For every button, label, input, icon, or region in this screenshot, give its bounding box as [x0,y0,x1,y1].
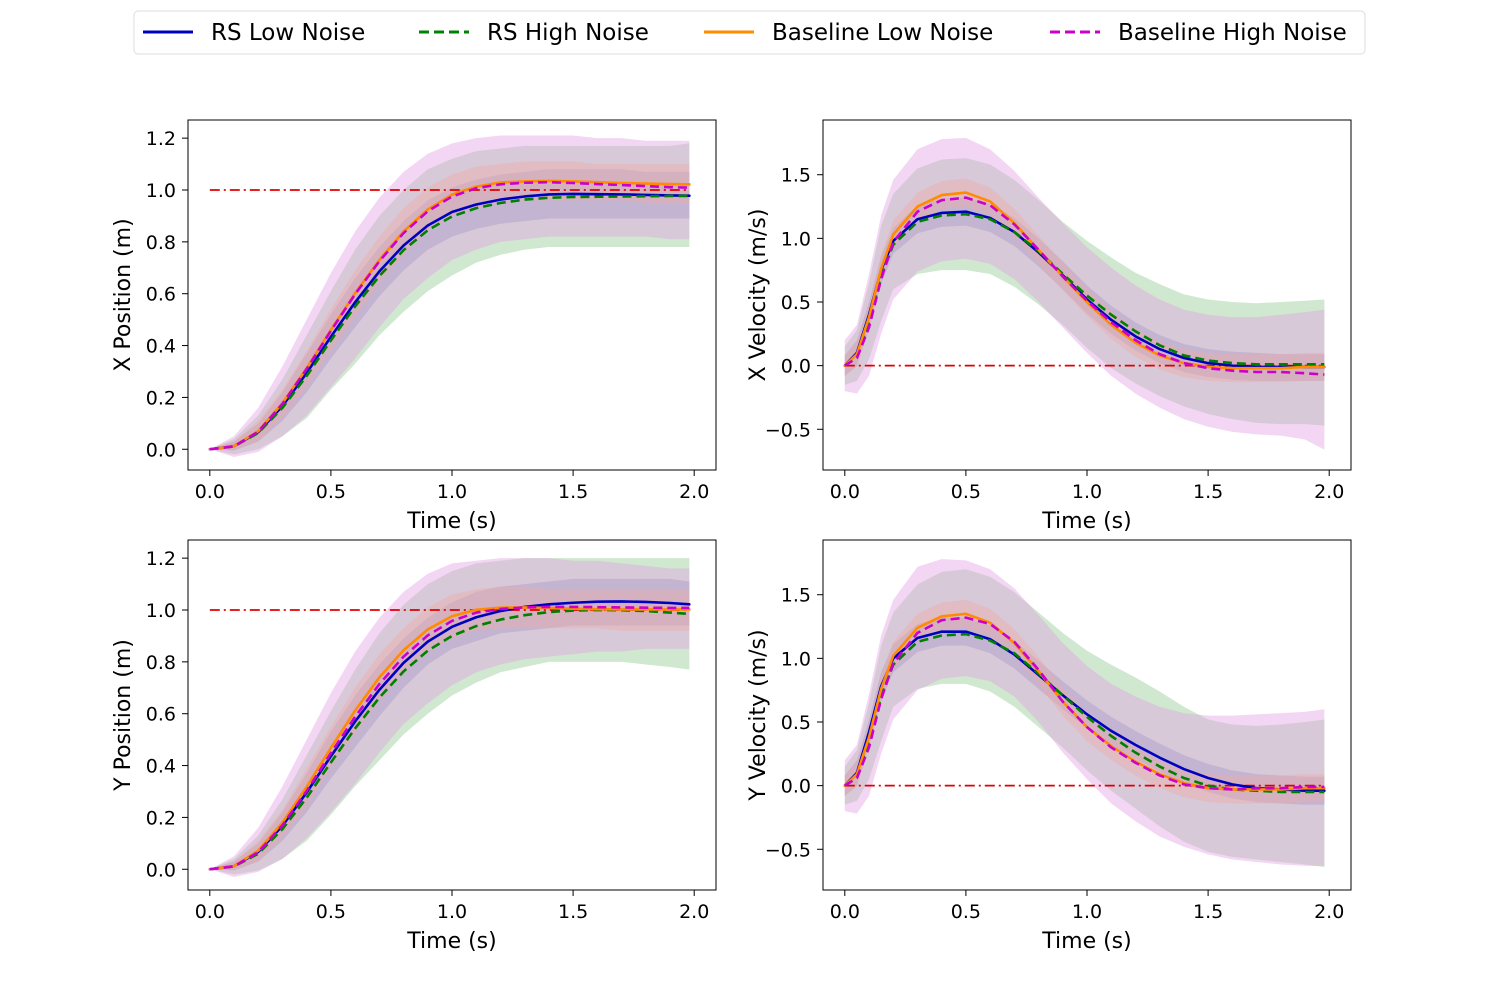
series-line-rs-high-noise [843,212,1325,367]
y-axis-label: X Velocity (m/s) [746,209,771,382]
y-tick-label: 0.0 [146,439,176,461]
legend-entry-rs-low-noise: RS Low Noise [143,20,365,46]
x-tick-label: 2.0 [679,481,709,503]
subplot-x-velocity: 0.0 0.5 1.0 1.5 2.0 −0.5 0.0 0.5 1.0 1.5 Time (s) X… [746,119,1352,534]
x-tick-label: 2.0 [1314,481,1344,503]
legend-entry-baseline-low-noise: Baseline Low Noise [704,20,993,46]
x-tick-label: 1.0 [1072,481,1102,503]
legend-entry-baseline-high-noise: Baseline High Noise [1050,20,1347,46]
band-rs-high-noise [209,143,690,455]
subplot-y-velocity: 0.0 0.5 1.0 1.5 2.0 −0.5 0.0 0.5 1.0 1.5 Time (s) Y… [746,539,1352,954]
band-baseline-low-noise [209,161,690,451]
band-baseline-high-noise [844,137,1325,450]
y-tick-label: 1.0 [781,648,811,670]
x-axis-label: Time (s) [406,929,496,954]
x-tick-label: 0.5 [316,901,346,923]
x-axis-label: Time (s) [406,509,496,534]
y-tick-label: 1.5 [781,165,811,187]
band-rs-low-noise [844,197,1325,381]
series-line-rs-low-noise [208,192,691,451]
y-tick-label: 0.2 [146,807,176,829]
plot-area-y-velocity [843,559,1326,868]
subplot-x-position: 0.0 0.5 1.0 1.5 2.0 0.0 0.2 0.4 0.6 0.8 1.0 1.2 Time… [111,119,717,534]
y-tick-label: 1.0 [781,228,811,250]
x-axis-label: Time (s) [1041,509,1131,534]
x-tick-label: 1.5 [558,481,588,503]
band-rs-high-noise [844,569,1325,868]
x-tick-label: 0.5 [316,481,346,503]
legend: RS Low Noise RS High Noise Baseline Low … [133,10,1366,55]
series-line-baseline-high-noise [209,605,690,871]
x-tick-label: 1.0 [437,481,467,503]
y-tick-label: 0.4 [146,756,176,778]
y-tick-label: 1.0 [146,600,176,622]
legend-entry-rs-high-noise: RS High Noise [419,20,649,46]
subplots: 0.0 0.5 1.0 1.5 2.0 0.0 0.2 0.4 0.6 0.8 1.0 1.2 Time… [111,119,1352,954]
y-axis-label: X Position (m) [111,218,136,371]
x-tick-label: 0.0 [195,481,225,503]
subplot-y-position: 0.0 0.5 1.0 1.5 2.0 0.0 0.2 0.4 0.6 0.8 1.0 1.2 Time… [111,539,717,954]
x-tick-label: 2.0 [1314,901,1344,923]
legend-label-baseline-high-noise: Baseline High Noise [1118,20,1347,46]
legend-label-rs-low-noise: RS Low Noise [211,20,365,46]
x-tick-label: 1.5 [558,901,588,923]
y-tick-label: 0.8 [146,232,176,254]
y-tick-label: 1.2 [146,128,176,150]
y-tick-label: 0.5 [781,292,811,314]
band-rs-high-noise [209,558,690,875]
band-baseline-low-noise [209,586,690,871]
series-line-baseline-high-noise [844,196,1325,376]
y-tick-label: 1.5 [781,585,811,607]
legend-label-rs-high-noise: RS High Noise [487,20,649,46]
x-tick-label: 0.5 [951,481,981,503]
y-tick-label: 0.8 [146,652,176,674]
y-tick-label: 0.5 [781,712,811,734]
y-axis-label: Y Position (m) [111,639,136,792]
plot-area-x-position [208,135,691,458]
y-axis-label: Y Velocity (m/s) [746,629,771,801]
x-tick-label: 0.5 [951,901,981,923]
plot-area-y-position [208,558,691,878]
y-tick-label: 1.2 [146,548,176,570]
x-tick-label: 1.5 [1193,901,1223,923]
series-line-baseline-low-noise [208,606,691,871]
y-tick-label: 0.4 [146,336,176,358]
plot-area-x-velocity [843,137,1326,450]
y-tick-label: 0.0 [781,356,811,378]
series-line-baseline-high-noise [844,616,1325,791]
y-tick-label: 0.0 [146,859,176,881]
band-baseline-low-noise [844,599,1325,804]
band-baseline-high-noise [209,135,690,458]
x-tick-label: 0.0 [195,901,225,923]
y-tick-label: 0.0 [781,776,811,798]
series-line-baseline-high-noise [209,180,690,451]
x-tick-label: 1.0 [1072,901,1102,923]
y-tick-label: 0.2 [146,387,176,409]
y-tick-label: 0.6 [146,284,176,306]
band-baseline-high-noise [209,558,690,878]
y-tick-label: 0.6 [146,704,176,726]
band-baseline-low-noise [844,178,1325,383]
x-tick-label: 0.0 [830,901,860,923]
x-tick-label: 2.0 [679,901,709,923]
legend-label-baseline-low-noise: Baseline Low Noise [772,20,993,46]
x-tick-label: 1.5 [1193,481,1223,503]
band-rs-high-noise [844,158,1325,426]
y-tick-label: 1.0 [146,180,176,202]
x-axis-label: Time (s) [1041,929,1131,954]
y-tick-label: −0.5 [765,839,811,861]
y-tick-label: −0.5 [765,419,811,441]
series-line-rs-high-noise [209,194,690,451]
x-tick-label: 0.0 [830,481,860,503]
x-tick-label: 1.0 [437,901,467,923]
